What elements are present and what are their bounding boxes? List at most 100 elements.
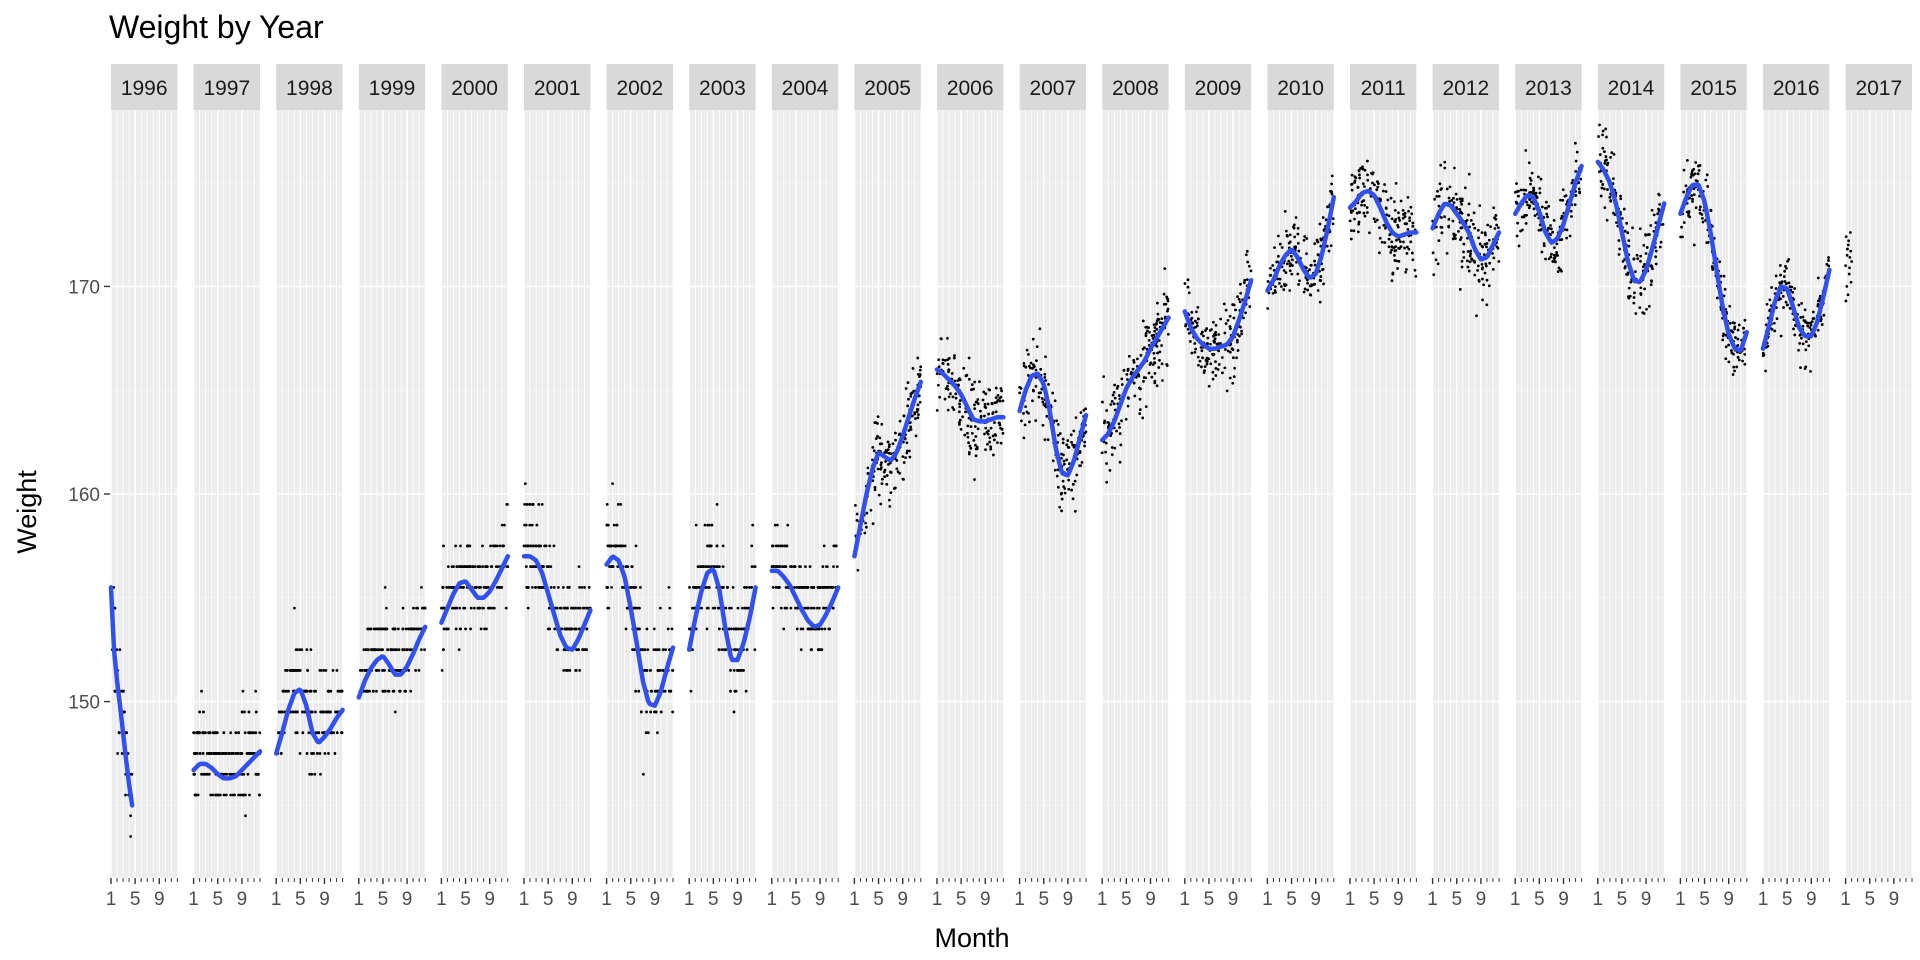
data-point	[1160, 362, 1164, 366]
data-point	[968, 444, 972, 448]
data-point	[948, 356, 951, 360]
data-point	[1044, 379, 1048, 382]
data-point	[639, 586, 642, 589]
data-point	[566, 669, 570, 672]
data-point	[745, 586, 748, 589]
data-point	[254, 710, 258, 714]
data-point	[975, 400, 979, 404]
data-point	[1445, 187, 1449, 191]
data-point	[1635, 253, 1639, 257]
smooth-line-1997	[191, 749, 263, 781]
data-point	[1822, 313, 1826, 317]
data-point	[1694, 206, 1698, 210]
data-point	[1144, 405, 1148, 409]
data-point	[1559, 268, 1562, 272]
data-point	[658, 606, 662, 610]
x-tick-label: 9	[650, 889, 661, 910]
data-point	[1793, 333, 1797, 337]
data-point	[1736, 337, 1740, 341]
data-point	[1293, 235, 1297, 239]
data-point	[1804, 365, 1808, 369]
data-point	[552, 544, 556, 548]
data-point	[1266, 307, 1270, 310]
data-point	[1383, 183, 1386, 186]
data-point	[492, 606, 496, 610]
data-point	[958, 418, 962, 422]
data-point	[1448, 185, 1452, 189]
x-tick-label: 9	[815, 889, 826, 910]
data-point	[1774, 287, 1778, 290]
data-point	[820, 648, 824, 652]
data-point	[1147, 371, 1151, 375]
data-point	[1245, 278, 1249, 282]
data-point	[806, 606, 810, 610]
data-point	[442, 627, 446, 631]
data-point	[1100, 451, 1104, 455]
data-point	[918, 368, 922, 372]
data-point	[1070, 488, 1074, 492]
data-point	[419, 648, 423, 652]
data-point	[650, 689, 654, 693]
data-point	[1801, 342, 1805, 346]
data-point	[1656, 212, 1660, 216]
data-point	[626, 565, 630, 569]
data-point	[966, 435, 970, 439]
data-point	[1397, 246, 1400, 250]
data-point	[908, 455, 912, 459]
data-point	[1458, 210, 1462, 214]
data-point	[1209, 342, 1212, 346]
data-point	[125, 731, 129, 735]
data-point	[610, 586, 613, 589]
data-point	[793, 565, 797, 569]
data-point	[1313, 259, 1316, 263]
data-point	[1110, 453, 1114, 457]
data-point	[1394, 181, 1398, 185]
data-point	[1197, 363, 1200, 367]
data-point	[1271, 264, 1275, 267]
data-point	[1728, 304, 1732, 308]
data-point	[1542, 242, 1546, 245]
data-point	[696, 565, 700, 569]
data-point	[1844, 235, 1848, 239]
data-point	[976, 398, 980, 401]
data-point	[1325, 244, 1329, 248]
data-point	[530, 565, 534, 569]
data-point	[1144, 376, 1148, 380]
data-point	[1194, 325, 1197, 329]
data-point	[1804, 340, 1808, 344]
data-point	[1515, 182, 1518, 185]
data-point	[295, 669, 299, 672]
data-point	[1602, 187, 1606, 191]
data-point	[1460, 265, 1464, 269]
data-point	[1124, 417, 1128, 421]
data-point	[1409, 240, 1413, 244]
data-point	[984, 426, 988, 430]
data-point	[1202, 334, 1205, 338]
data-point	[1439, 163, 1443, 167]
data-point	[1160, 344, 1163, 347]
x-tick-label: 1	[1427, 889, 1438, 910]
data-point	[1633, 270, 1637, 274]
data-point	[1153, 379, 1157, 383]
data-point	[1363, 168, 1367, 172]
data-point	[1827, 259, 1830, 262]
data-point	[1113, 383, 1117, 387]
data-point	[397, 669, 401, 672]
data-point	[999, 441, 1003, 445]
smooth-line-2003	[686, 567, 758, 663]
data-point	[789, 606, 793, 610]
data-point	[224, 793, 228, 797]
data-point	[228, 772, 232, 776]
data-point	[1731, 330, 1735, 334]
data-point	[1451, 219, 1455, 223]
data-point	[441, 648, 445, 652]
data-point	[1249, 269, 1253, 273]
data-point	[701, 565, 705, 569]
data-point	[213, 731, 217, 735]
data-point	[1644, 233, 1647, 236]
data-point	[984, 392, 988, 396]
data-point	[526, 606, 530, 610]
data-point	[1296, 232, 1300, 236]
data-point	[1280, 246, 1284, 249]
